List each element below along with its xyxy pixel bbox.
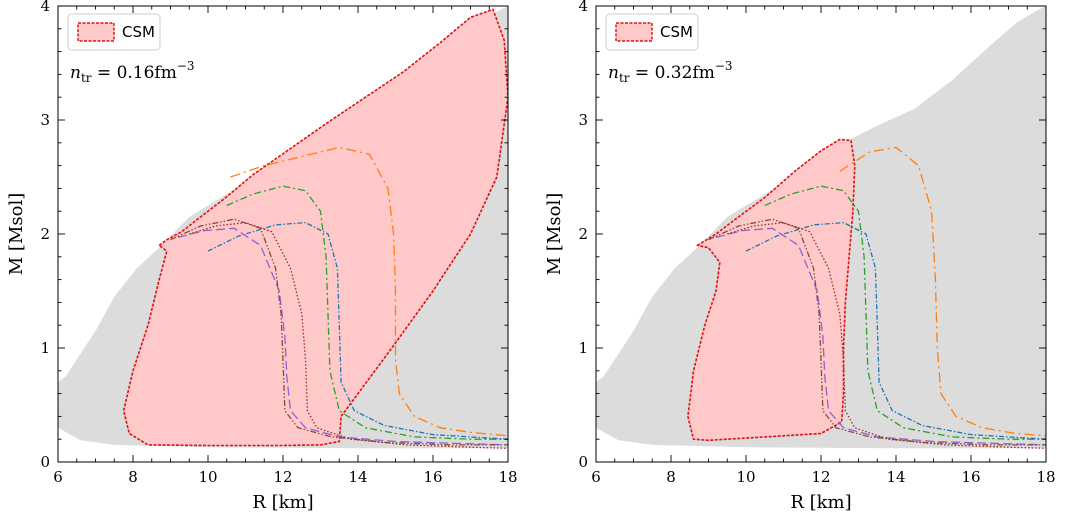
x-tick-label: 10 <box>736 468 755 486</box>
y-tick-label: 0 <box>40 453 50 471</box>
series-line-green <box>226 185 508 440</box>
legend-swatch <box>77 22 115 42</box>
csm-region <box>687 138 856 442</box>
ntr-annotation: ntr = 0.16fm−3 <box>70 59 195 85</box>
legend-swatch <box>615 22 653 42</box>
y-tick-label: 2 <box>578 225 588 243</box>
x-tick-label: 10 <box>198 468 217 486</box>
x-axis-label: R [km] <box>790 492 851 513</box>
ntr-annotation: ntr = 0.32fm−3 <box>608 59 733 85</box>
x-tick-label: 8 <box>666 468 676 486</box>
series-line-purple <box>177 227 508 446</box>
series-line-blue <box>207 221 508 440</box>
x-tick-label: 16 <box>423 468 442 486</box>
series-line-green <box>764 185 1046 440</box>
series-line-brown <box>708 218 1046 446</box>
x-tick-label: 18 <box>498 468 517 486</box>
annotation-exp: −3 <box>177 59 195 73</box>
legend-label: CSM <box>122 23 155 41</box>
legend: CSM <box>67 13 161 51</box>
x-tick-label: 8 <box>128 468 138 486</box>
y-tick-label: 3 <box>578 111 588 129</box>
series-line-darkred <box>189 221 508 449</box>
x-tick-label: 14 <box>348 468 367 486</box>
x-axis-label: R [km] <box>252 492 313 513</box>
x-tick-label: 16 <box>961 468 980 486</box>
annotation-sub: tr <box>619 71 630 85</box>
annotation-value: = 0.16fm <box>92 63 177 83</box>
x-tick-label: 18 <box>1036 468 1055 486</box>
series-line-brown <box>170 218 508 446</box>
annotation-value: = 0.32fm <box>630 63 715 83</box>
y-tick-label: 1 <box>40 339 50 357</box>
x-tick-label: 12 <box>811 468 830 486</box>
y-axis-label: M [Msol] <box>544 193 565 275</box>
annotation-sub: tr <box>81 71 92 85</box>
csm-region <box>122 8 508 447</box>
legend: CSM <box>605 13 699 51</box>
y-tick-label: 4 <box>578 0 588 15</box>
series-line-blue <box>745 221 1046 440</box>
series-line-orange <box>230 146 508 437</box>
series-line-purple <box>715 227 1046 446</box>
y-axis-label: M [Msol] <box>6 193 27 275</box>
x-tick-label: 14 <box>886 468 905 486</box>
plot-area <box>58 6 508 449</box>
y-tick-label: 2 <box>40 225 50 243</box>
x-tick-label: 12 <box>273 468 292 486</box>
x-tick-label: 6 <box>591 468 601 486</box>
y-tick-label: 0 <box>578 453 588 471</box>
series-line-darkred <box>727 221 1046 449</box>
annotation-var: n <box>70 63 81 83</box>
legend-label: CSM <box>660 23 693 41</box>
series-line-orange <box>839 146 1046 437</box>
y-tick-label: 1 <box>578 339 588 357</box>
annotation-exp: −3 <box>715 59 733 73</box>
y-tick-label: 4 <box>40 0 50 15</box>
y-tick-label: 3 <box>40 111 50 129</box>
plot-area <box>596 6 1046 449</box>
x-tick-label: 6 <box>53 468 63 486</box>
annotation-var: n <box>608 63 619 83</box>
